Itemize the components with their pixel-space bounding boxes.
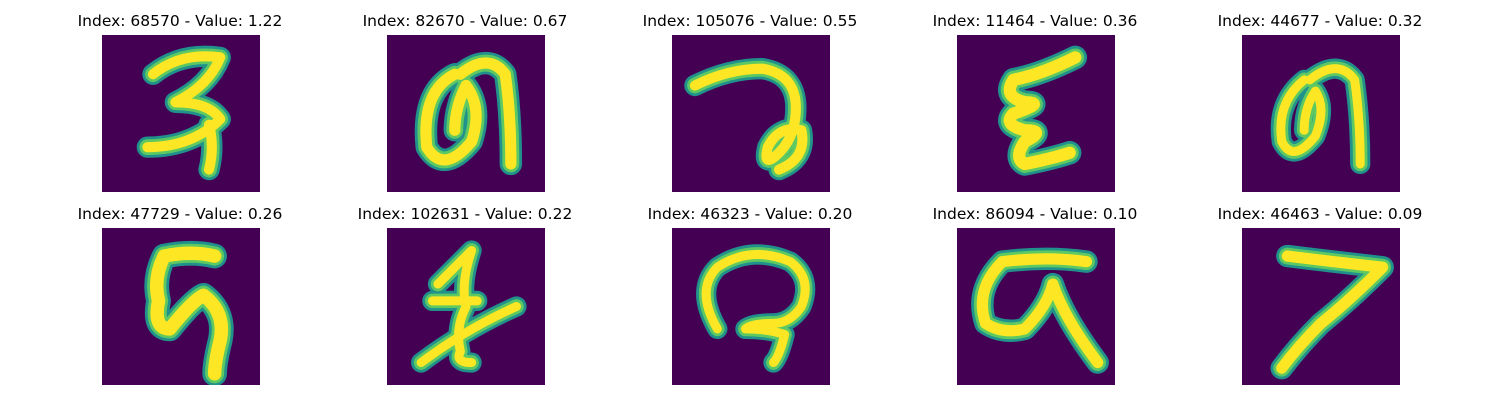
panel-9: Index: 86094 - Value: 0.10	[885, 193, 1185, 385]
glyph-flag-icon	[144, 240, 234, 385]
glyph-image	[957, 228, 1115, 385]
glyph-image	[387, 35, 545, 192]
panel-title: Index: 11464 - Value: 0.36	[932, 12, 1138, 30]
panel-8: Index: 46323 - Value: 0.20	[600, 193, 900, 385]
panel-title: Index: 47729 - Value: 0.26	[77, 205, 283, 223]
glyph-image	[1242, 35, 1400, 192]
panel-6: Index: 47729 - Value: 0.26	[30, 193, 330, 385]
panel-7: Index: 102631 - Value: 0.22	[315, 193, 615, 385]
panel-title: Index: 68570 - Value: 1.22	[77, 12, 283, 30]
glyph-bar-loop-icon	[971, 247, 1109, 374]
panel-3: Index: 105076 - Value: 0.55	[600, 0, 900, 192]
panel-title: Index: 102631 - Value: 0.22	[357, 205, 573, 223]
glyph-image	[102, 228, 260, 385]
glyph-digit-7-icon	[1270, 244, 1394, 380]
glyph-image	[387, 228, 545, 385]
panel-2: Index: 82670 - Value: 0.67	[315, 0, 615, 192]
glyph-image	[102, 35, 260, 192]
glyph-image	[672, 228, 830, 385]
panel-title: Index: 46463 - Value: 0.09	[1217, 205, 1423, 223]
panel-10: Index: 46463 - Value: 0.09	[1170, 193, 1470, 385]
panel-title: Index: 86094 - Value: 0.10	[932, 205, 1138, 223]
glyph-cross-icon	[411, 240, 527, 373]
glyph-image	[957, 35, 1115, 192]
panel-title: Index: 44677 - Value: 0.32	[1217, 12, 1423, 30]
glyph-image	[1242, 228, 1400, 385]
panel-1: Index: 68570 - Value: 1.22	[30, 0, 330, 192]
panel-5: Index: 44677 - Value: 0.32	[1170, 0, 1470, 192]
glyph-loop-icon	[414, 51, 523, 176]
glyph-hook-icon	[684, 57, 813, 181]
glyph-zigzag-icon	[998, 45, 1088, 176]
panel-4: Index: 11464 - Value: 0.36	[885, 0, 1185, 192]
glyph-digit-3-icon	[136, 45, 231, 181]
glyph-loop-icon	[1270, 58, 1371, 175]
panel-title: Index: 46323 - Value: 0.20	[647, 205, 853, 223]
panel-title: Index: 82670 - Value: 0.67	[362, 12, 568, 30]
panel-title: Index: 105076 - Value: 0.55	[642, 12, 858, 30]
glyph-arch-icon	[696, 244, 816, 373]
glyph-image	[672, 35, 830, 192]
